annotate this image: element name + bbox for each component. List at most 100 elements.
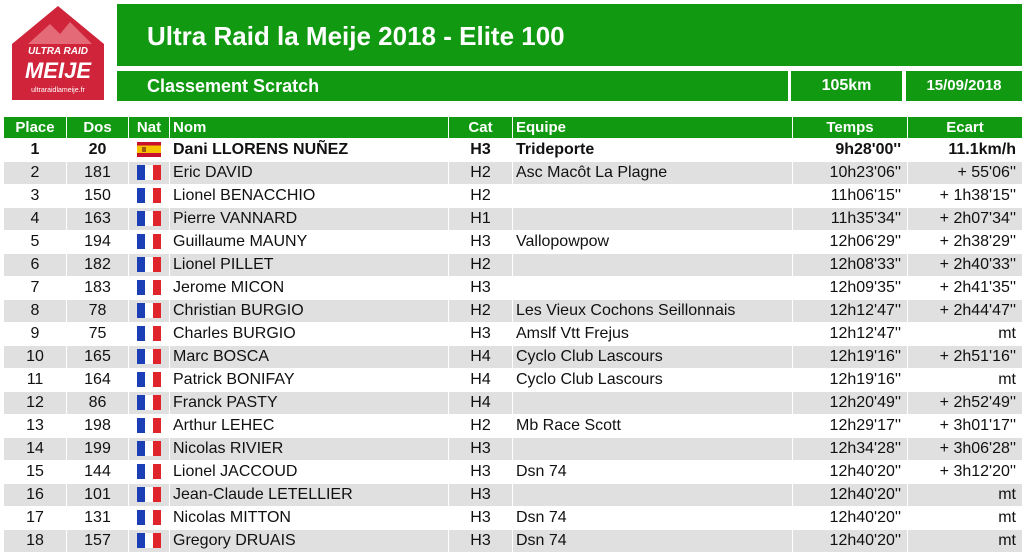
row-nat — [128, 506, 170, 530]
row-cat: H4 — [448, 391, 513, 415]
france-flag-icon — [137, 165, 161, 181]
row-equipe: Vallopowpow — [512, 230, 793, 254]
row-temps: 12h19'16'' — [792, 368, 908, 392]
row-cat: H4 — [448, 368, 513, 392]
row-temps: 12h12'47'' — [792, 322, 908, 346]
row-dos: 157 — [66, 529, 129, 553]
row-cat: H3 — [448, 138, 513, 162]
row-equipe — [512, 483, 793, 507]
row-equipe — [512, 207, 793, 231]
row-temps: 12h40'20'' — [792, 483, 908, 507]
france-flag-icon — [137, 533, 161, 549]
row-equipe: Trideporte — [512, 138, 793, 162]
title-bar: Ultra Raid la Meije 2018 - Elite 100 — [117, 4, 1022, 66]
classement-label: Classement Scratch — [147, 76, 320, 96]
row-nat — [128, 138, 170, 162]
france-flag-icon — [137, 326, 161, 342]
row-nom: Patrick BONIFAY — [169, 368, 449, 392]
row-place: 12 — [3, 391, 67, 415]
row-nat — [128, 207, 170, 231]
row-ecart: 11.1km/h — [907, 138, 1023, 162]
table-row: 1 20 Dani LLORENS NUÑEZ H3 Trideporte 9h28'00… — [3, 138, 1023, 162]
table-row: 5 194 Guillaume MAUNY H3 Vallopowpow 12h06'29… — [3, 230, 1023, 254]
row-ecart: + 3h12'20'' — [907, 460, 1023, 484]
row-place: 5 — [3, 230, 67, 254]
table-row: 11 164 Patrick BONIFAY H4 Cyclo Club Lascour… — [3, 368, 1023, 392]
table-row: 13 198 Arthur LEHEC H2 Mb Race Scott 12h29'17… — [3, 414, 1023, 438]
france-flag-icon — [137, 510, 161, 526]
table-row: 16 101 Jean-Claude LETELLIER H3 12h40'20'' mt — [3, 483, 1023, 507]
row-temps: 11h35'34'' — [792, 207, 908, 231]
logo-line2: MEIJE — [25, 58, 92, 83]
row-cat: H3 — [448, 460, 513, 484]
row-nat — [128, 299, 170, 323]
row-equipe: Asc Macôt La Plagne — [512, 161, 793, 185]
row-nom: Christian BURGIO — [169, 299, 449, 323]
row-dos: 183 — [66, 276, 129, 300]
row-equipe — [512, 276, 793, 300]
row-temps: 12h20'49'' — [792, 391, 908, 415]
row-place: 15 — [3, 460, 67, 484]
row-dos: 144 — [66, 460, 129, 484]
france-flag-icon — [137, 487, 161, 503]
row-ecart: mt — [907, 322, 1023, 346]
row-cat: H4 — [448, 345, 513, 369]
row-cat: H3 — [448, 529, 513, 553]
row-cat: H2 — [448, 253, 513, 277]
row-nat — [128, 230, 170, 254]
row-cat: H1 — [448, 207, 513, 231]
row-equipe: Cyclo Club Lascours — [512, 345, 793, 369]
row-nom: Eric DAVID — [169, 161, 449, 185]
row-nat — [128, 437, 170, 461]
classement-bar: Classement Scratch — [117, 71, 788, 101]
row-place: 9 — [3, 322, 67, 346]
row-temps: 12h34'28'' — [792, 437, 908, 461]
row-place: 8 — [3, 299, 67, 323]
row-dos: 194 — [66, 230, 129, 254]
logo-icon: ULTRA RAID MEIJE ultraraidlameije.fr — [12, 6, 104, 100]
row-cat: H3 — [448, 322, 513, 346]
distance-bar: 105km — [791, 71, 902, 101]
row-nom: Franck PASTY — [169, 391, 449, 415]
row-temps: 12h40'20'' — [792, 460, 908, 484]
table-row: 12 86 Franck PASTY H4 12h20'49'' + 2h52'49'' — [3, 391, 1023, 415]
row-nom: Lionel JACCOUD — [169, 460, 449, 484]
row-dos: 163 — [66, 207, 129, 231]
row-nom: Lionel BENACCHIO — [169, 184, 449, 208]
date-bar: 15/09/2018 — [906, 71, 1022, 101]
row-equipe — [512, 437, 793, 461]
row-nom: Nicolas RIVIER — [169, 437, 449, 461]
row-ecart: + 3h06'28'' — [907, 437, 1023, 461]
table-row: 14 199 Nicolas RIVIER H3 12h34'28'' + 3h06'28… — [3, 437, 1023, 461]
row-temps: 12h29'17'' — [792, 414, 908, 438]
row-nom: Marc BOSCA — [169, 345, 449, 369]
row-dos: 198 — [66, 414, 129, 438]
row-place: 7 — [3, 276, 67, 300]
table-header-row: Place Dos Nat Nom Cat Equipe Temps Ecart — [3, 116, 1023, 139]
row-ecart: + 2h52'49'' — [907, 391, 1023, 415]
row-nat — [128, 345, 170, 369]
col-equipe-header: Equipe — [512, 116, 793, 139]
results-table: Place Dos Nat Nom Cat Equipe Temps Ecart… — [3, 116, 1023, 553]
row-dos: 86 — [66, 391, 129, 415]
row-place: 16 — [3, 483, 67, 507]
france-flag-icon — [137, 257, 161, 273]
row-ecart: + 1h38'15'' — [907, 184, 1023, 208]
row-equipe — [512, 184, 793, 208]
row-place: 17 — [3, 506, 67, 530]
row-cat: H3 — [448, 276, 513, 300]
spain-flag-icon — [137, 142, 161, 158]
row-ecart: + 3h01'17'' — [907, 414, 1023, 438]
row-dos: 165 — [66, 345, 129, 369]
row-place: 2 — [3, 161, 67, 185]
row-nat — [128, 184, 170, 208]
row-place: 13 — [3, 414, 67, 438]
row-dos: 150 — [66, 184, 129, 208]
row-place: 4 — [3, 207, 67, 231]
france-flag-icon — [137, 211, 161, 227]
table-row: 3 150 Lionel BENACCHIO H2 11h06'15'' + 1h38'1… — [3, 184, 1023, 208]
row-nat — [128, 253, 170, 277]
france-flag-icon — [137, 441, 161, 457]
row-cat: H2 — [448, 299, 513, 323]
row-dos: 101 — [66, 483, 129, 507]
